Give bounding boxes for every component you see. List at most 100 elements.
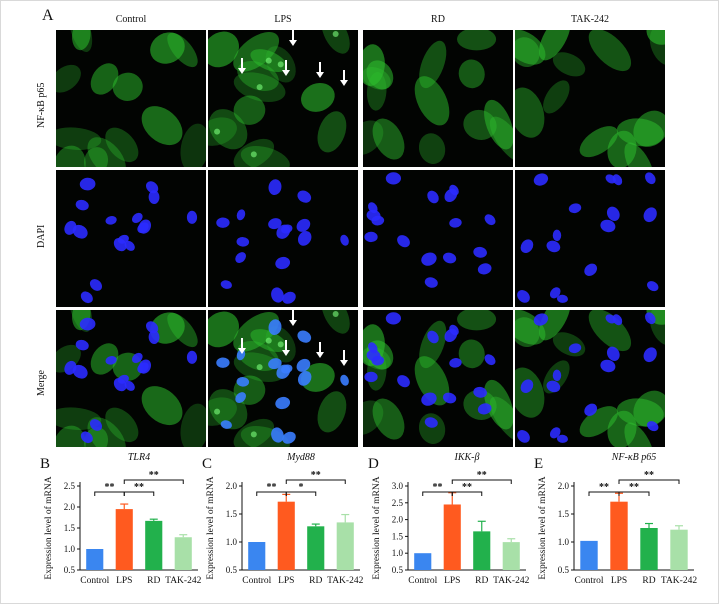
y-tick-label: 1.5 xyxy=(392,531,404,541)
x-tick-label: TAK-242 xyxy=(165,576,201,586)
x-tick-label: LPS xyxy=(611,576,627,586)
error-bar xyxy=(120,503,129,510)
y-tick-label: 1.0 xyxy=(392,548,404,558)
panel-letter-c: C xyxy=(202,456,212,472)
bar-rd xyxy=(307,526,325,570)
y-tick-label: 0.5 xyxy=(392,565,404,575)
bar-control xyxy=(414,553,432,570)
panel-letter-b: B xyxy=(40,456,50,472)
significance-bracket xyxy=(618,491,650,496)
bar-rd xyxy=(145,520,163,570)
y-axis-label: Expression level of mRNA xyxy=(537,476,548,579)
panel-letter-a: A xyxy=(42,7,54,24)
bar-rd xyxy=(640,528,658,570)
bar-lps xyxy=(277,501,295,570)
y-axis-label: Expression level of mRNA xyxy=(371,476,382,579)
significance-label: ** xyxy=(433,482,443,493)
x-tick-label: TAK-242 xyxy=(327,576,363,586)
significance-bracket xyxy=(123,491,155,496)
error-bar xyxy=(477,520,486,532)
bar-control xyxy=(248,542,266,570)
x-tick-label: TAK-242 xyxy=(661,576,697,586)
y-tick-label: 1.0 xyxy=(64,544,76,554)
column-label-lps: LPS xyxy=(274,14,292,25)
y-tick-label: 2.0 xyxy=(558,481,570,491)
x-tick-label: LPS xyxy=(278,576,294,586)
y-tick-label: 0.5 xyxy=(64,565,76,575)
micrograph-rd-merge xyxy=(363,310,513,447)
panel-letter-d: D xyxy=(368,456,379,472)
micrograph-lps-merge xyxy=(208,310,358,447)
y-tick-label: 0.5 xyxy=(558,565,570,575)
y-tick-label: 0.5 xyxy=(226,565,238,575)
x-tick-label: Control xyxy=(80,576,109,586)
column-label-tak242: TAK-242 xyxy=(570,14,610,25)
significance-label: ** xyxy=(629,482,639,493)
error-bar xyxy=(507,538,516,543)
y-tick-label: 1.0 xyxy=(226,537,238,547)
significance-label: ** xyxy=(311,470,321,481)
x-tick-label: RD xyxy=(147,576,160,586)
chart-svg-c: C Myd88 Expression level of mRNA 0.5 1.0 1.5 2… xyxy=(202,452,364,586)
chart-panel-b: B TLR4 Expression level of mRNA 0.5 1.0 1.5 2.… xyxy=(36,452,204,602)
error-bar xyxy=(341,513,350,523)
y-tick-label: 2.0 xyxy=(392,515,404,525)
y-axis-label: Expression level of mRNA xyxy=(43,476,54,579)
micrograph-control-dapi xyxy=(56,170,206,307)
y-tick-label: 1.0 xyxy=(558,537,570,547)
y-tick-label: 1.5 xyxy=(64,523,76,533)
chart-panel-c: C Myd88 Expression level of mRNA 0.5 1.0 1.5 2… xyxy=(198,452,366,602)
x-tick-label: LPS xyxy=(116,576,132,586)
error-bar xyxy=(675,525,683,530)
x-tick-label: RD xyxy=(642,576,655,586)
y-tick-label: 1.5 xyxy=(226,509,238,519)
micrograph-control-merge xyxy=(56,310,206,447)
bar-lps xyxy=(610,501,628,570)
micrograph-tak242-nfkb xyxy=(515,30,665,167)
bar-tak242 xyxy=(670,529,688,570)
x-tick-label: Control xyxy=(574,576,603,586)
error-bar xyxy=(311,523,320,527)
micrograph-lps-dapi xyxy=(208,170,358,307)
row-label-merge: Merge xyxy=(36,370,47,396)
bar-lps xyxy=(443,504,461,570)
chart-title: Myd88 xyxy=(286,452,315,463)
bar-lps xyxy=(115,509,133,570)
error-bar xyxy=(645,522,653,528)
bar-tak242 xyxy=(336,522,354,570)
error-bar xyxy=(179,534,188,538)
panel-letter-e: E xyxy=(534,456,543,472)
column-label-rd: RD xyxy=(431,14,445,25)
micrograph-tak242-dapi xyxy=(515,170,665,307)
chart-svg-e: E NF-κB p65 Expression level of mRNA 0.5 1.0… xyxy=(534,452,697,586)
significance-bracket xyxy=(451,479,512,484)
column-label-control: Control xyxy=(115,14,147,25)
row-label-dapi: DAPI xyxy=(36,224,47,248)
y-tick-label: 1.5 xyxy=(558,509,570,519)
x-tick-label: RD xyxy=(309,576,322,586)
significance-label: ** xyxy=(599,482,609,493)
bar-tak242 xyxy=(502,542,520,570)
bar-control xyxy=(86,549,104,570)
x-tick-label: Control xyxy=(408,576,437,586)
significance-bracket xyxy=(285,491,317,496)
chart-title: NF-κB p65 xyxy=(611,452,657,463)
chart-panel-d: D IKK-β Expression level of mRNA 0.5 1.0 1.5 2… xyxy=(364,452,532,602)
significance-label: ** xyxy=(267,482,277,493)
significance-label: ** xyxy=(462,482,472,493)
significance-label: * xyxy=(299,482,304,493)
chart-panel-e: E NF-κB p65 Expression level of mRNA 0.5 1.0… xyxy=(530,452,700,602)
y-tick-label: 2.5 xyxy=(64,481,76,491)
significance-label: ** xyxy=(134,482,144,493)
y-tick-label: 2.5 xyxy=(392,498,404,508)
y-tick-label: 2.0 xyxy=(64,502,76,512)
x-tick-label: Control xyxy=(242,576,271,586)
chart-title: TLR4 xyxy=(128,452,150,463)
micrograph-rd-nfkb xyxy=(363,30,513,167)
y-axis-label: Expression level of mRNA xyxy=(205,476,216,579)
bar-control xyxy=(580,540,598,570)
chart-title: IKK-β xyxy=(454,452,480,463)
row-label-nfkb: NF-κB p65 xyxy=(36,82,47,128)
significance-label: ** xyxy=(105,482,115,493)
x-tick-label: RD xyxy=(475,576,488,586)
